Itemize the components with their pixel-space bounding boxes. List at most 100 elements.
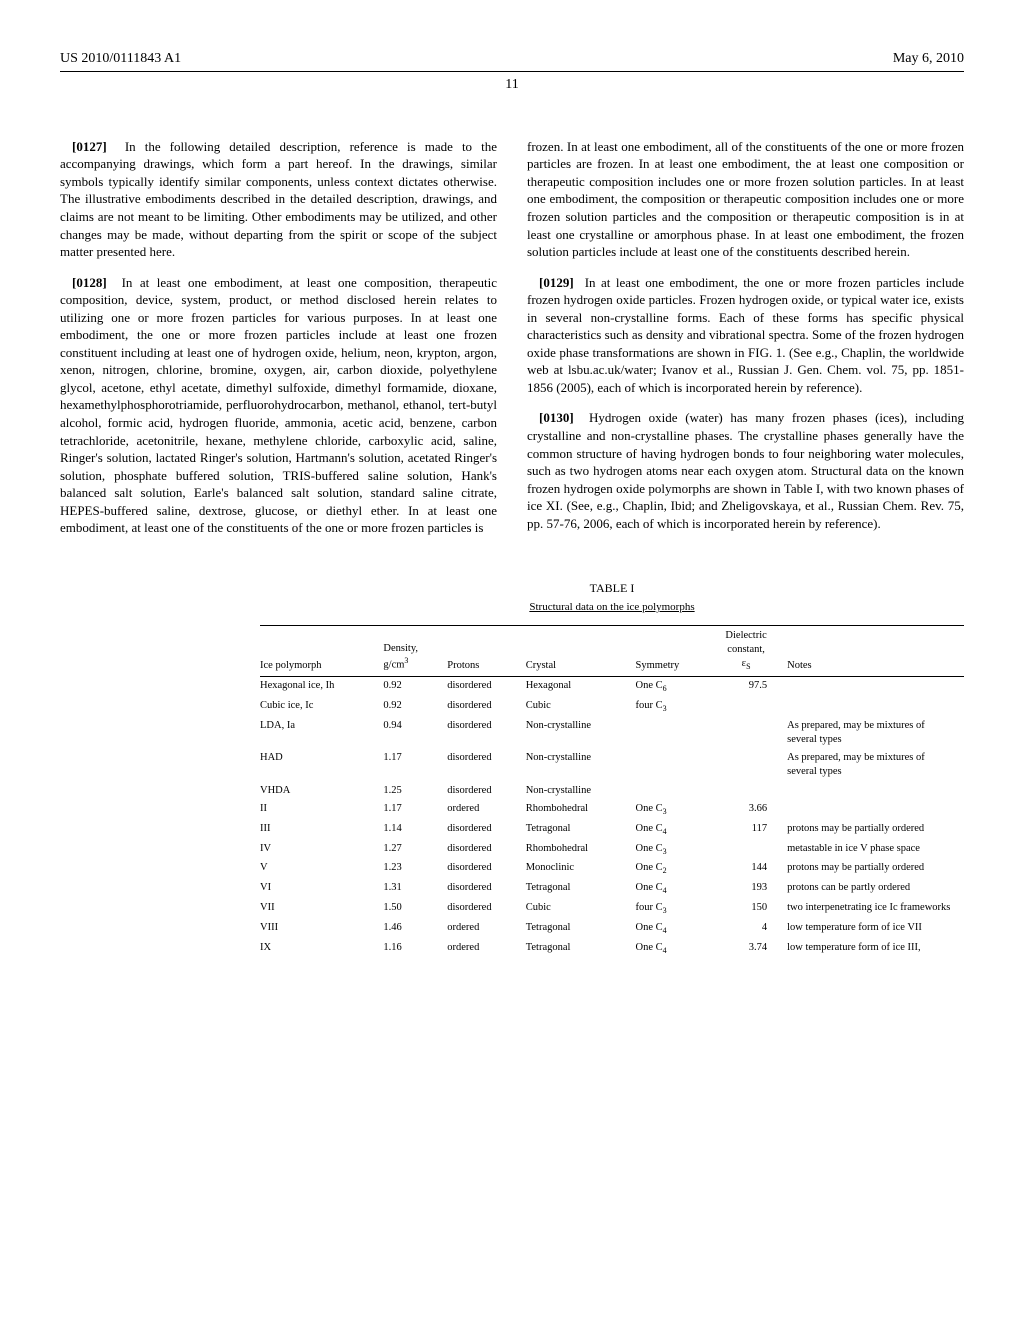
para-text: Hydrogen oxide (water) has many frozen p… <box>527 410 964 530</box>
cell-dielectric: 117 <box>713 820 787 840</box>
publication-number: US 2010/0111843 A1 <box>60 50 181 69</box>
publication-date: May 6, 2010 <box>893 50 964 69</box>
th-dielectric: Dielectricconstant,εS <box>713 625 787 676</box>
cell-symmetry: One C3 <box>636 800 714 820</box>
cell-crystal: Cubic <box>526 697 636 717</box>
para-text: In the following detailed description, r… <box>60 139 497 259</box>
cell-protons: disordered <box>447 697 525 717</box>
cell-symmetry <box>636 749 714 781</box>
cell-crystal: Monoclinic <box>526 859 636 879</box>
cell-crystal: Tetragonal <box>526 820 636 840</box>
cell-density: 0.92 <box>383 677 447 697</box>
cell-dielectric: 144 <box>713 859 787 879</box>
cell-polymorph: VHDA <box>260 782 383 800</box>
cell-density: 1.31 <box>383 879 447 899</box>
table-row: III1.14disorderedTetragonalOne C4117prot… <box>260 820 964 840</box>
cell-symmetry: One C4 <box>636 820 714 840</box>
para-num: [0128] <box>72 275 107 290</box>
cell-dielectric <box>713 717 787 749</box>
cell-notes <box>787 697 964 717</box>
cell-notes <box>787 800 964 820</box>
cell-protons: disordered <box>447 782 525 800</box>
cell-crystal: Non-crystalline <box>526 782 636 800</box>
para-text: In at least one embodiment, the one or m… <box>527 275 964 395</box>
cell-dielectric: 150 <box>713 899 787 919</box>
cell-notes: protons can be partly ordered <box>787 879 964 899</box>
table-row: VHDA1.25disorderedNon-crystalline <box>260 782 964 800</box>
cell-dielectric <box>713 782 787 800</box>
cell-crystal: Tetragonal <box>526 919 636 939</box>
table-row: HAD1.17disorderedNon-crystallineAs prepa… <box>260 749 964 781</box>
cell-crystal: Non-crystalline <box>526 749 636 781</box>
th-density: Density,g/cm3 <box>383 625 447 676</box>
table-row: VIII1.46orderedTetragonalOne C44low temp… <box>260 919 964 939</box>
page-header: US 2010/0111843 A1 May 6, 2010 <box>60 50 964 69</box>
cell-polymorph: Cubic ice, Ic <box>260 697 383 717</box>
cell-polymorph: LDA, Ia <box>260 717 383 749</box>
para-0130: [0130] Hydrogen oxide (water) has many f… <box>527 409 964 532</box>
cell-polymorph: V <box>260 859 383 879</box>
cell-polymorph: VIII <box>260 919 383 939</box>
cell-symmetry: One C4 <box>636 919 714 939</box>
cell-protons: disordered <box>447 717 525 749</box>
para-num: [0130] <box>539 410 574 425</box>
cell-density: 1.17 <box>383 800 447 820</box>
cell-polymorph: Hexagonal ice, Ih <box>260 677 383 697</box>
cell-symmetry: One C4 <box>636 879 714 899</box>
cell-polymorph: IV <box>260 840 383 860</box>
page-number: 11 <box>60 76 964 95</box>
cell-density: 1.46 <box>383 919 447 939</box>
cell-protons: disordered <box>447 749 525 781</box>
cell-density: 1.17 <box>383 749 447 781</box>
para-0129: [0129] In at least one embodiment, the o… <box>527 274 964 397</box>
cell-notes: two interpenetrating ice Ic frameworks <box>787 899 964 919</box>
cell-symmetry: four C3 <box>636 899 714 919</box>
right-column: frozen. In at least one embodiment, all … <box>527 125 964 550</box>
cell-notes <box>787 677 964 697</box>
cell-symmetry: four C3 <box>636 697 714 717</box>
cell-notes: As prepared, may be mixtures of several … <box>787 717 964 749</box>
table-row: Cubic ice, Ic0.92disorderedCubicfour C3 <box>260 697 964 717</box>
th-symmetry: Symmetry <box>636 625 714 676</box>
para-num: [0129] <box>539 275 574 290</box>
table-body: Hexagonal ice, Ih0.92disorderedHexagonal… <box>260 677 964 959</box>
cell-density: 1.16 <box>383 939 447 959</box>
cell-density: 1.50 <box>383 899 447 919</box>
table-caption: Structural data on the ice polymorphs <box>260 600 964 615</box>
table-row: V1.23disorderedMonoclinicOne C2144proton… <box>260 859 964 879</box>
para-0128-cont: frozen. In at least one embodiment, all … <box>527 138 964 261</box>
cell-protons: disordered <box>447 879 525 899</box>
table-row: IX1.16orderedTetragonalOne C43.74low tem… <box>260 939 964 959</box>
cell-protons: disordered <box>447 677 525 697</box>
para-0127: [0127] In the following detailed descrip… <box>60 138 497 261</box>
cell-polymorph: VI <box>260 879 383 899</box>
table-row: II1.17orderedRhombohedralOne C33.66 <box>260 800 964 820</box>
cell-protons: ordered <box>447 939 525 959</box>
cell-density: 1.14 <box>383 820 447 840</box>
cell-notes: protons may be partially ordered <box>787 859 964 879</box>
th-polymorph: Ice polymorph <box>260 625 383 676</box>
table-row: VI1.31disorderedTetragonalOne C4193proto… <box>260 879 964 899</box>
cell-protons: disordered <box>447 840 525 860</box>
cell-notes: low temperature form of ice VII <box>787 919 964 939</box>
cell-notes <box>787 782 964 800</box>
cell-protons: disordered <box>447 859 525 879</box>
cell-symmetry: One C2 <box>636 859 714 879</box>
cell-dielectric: 193 <box>713 879 787 899</box>
table-1: TABLE I Structural data on the ice polym… <box>260 580 964 959</box>
cell-polymorph: VII <box>260 899 383 919</box>
cell-density: 0.92 <box>383 697 447 717</box>
para-0128: [0128] In at least one embodiment, at le… <box>60 274 497 537</box>
para-text: In at least one embodiment, at least one… <box>60 275 497 536</box>
cell-polymorph: IX <box>260 939 383 959</box>
table-row: LDA, Ia0.94disorderedNon-crystallineAs p… <box>260 717 964 749</box>
body-columns: [0127] In the following detailed descrip… <box>60 125 964 550</box>
para-num: [0127] <box>72 139 107 154</box>
cell-protons: disordered <box>447 820 525 840</box>
cell-dielectric <box>713 840 787 860</box>
cell-dielectric: 97.5 <box>713 677 787 697</box>
cell-density: 1.27 <box>383 840 447 860</box>
cell-protons: disordered <box>447 899 525 919</box>
cell-density: 0.94 <box>383 717 447 749</box>
header-rule <box>60 71 964 72</box>
